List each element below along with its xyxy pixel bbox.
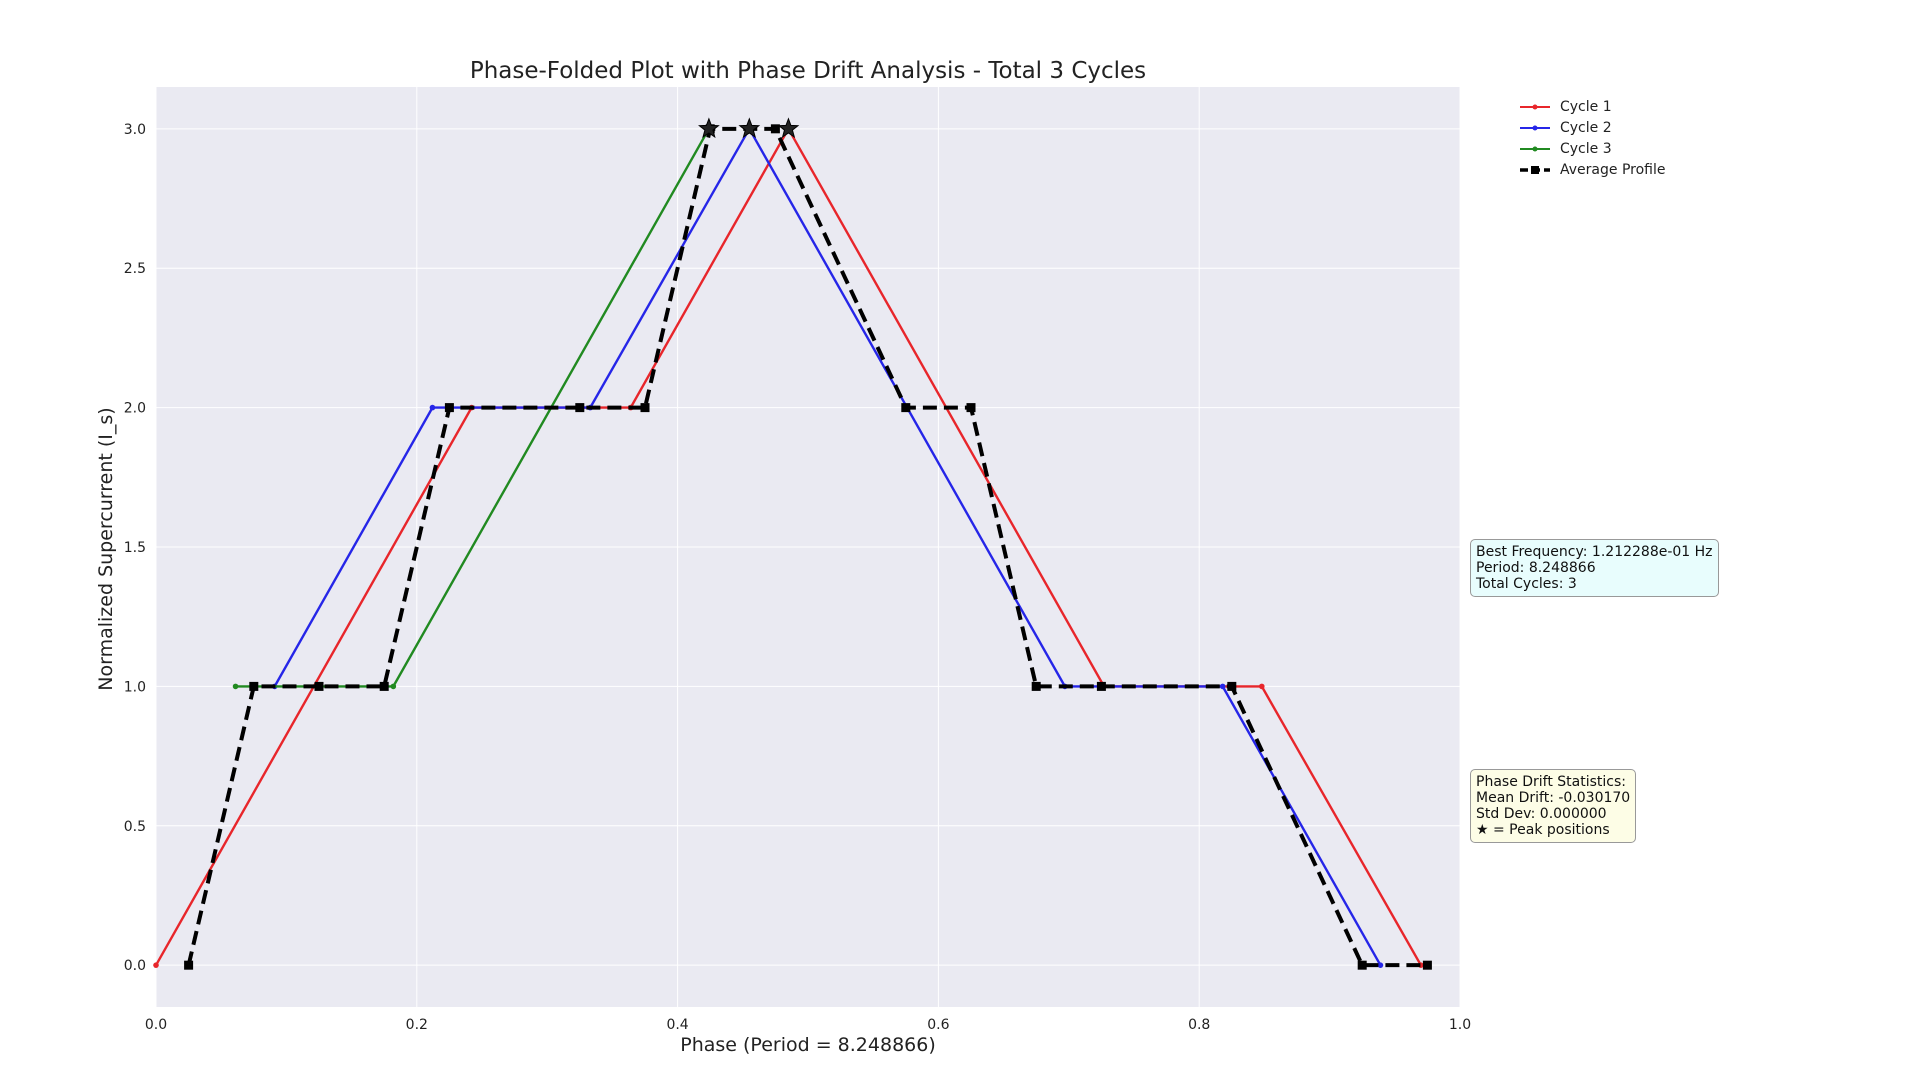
total-cycles-line: Total Cycles: 3: [1476, 576, 1577, 592]
peak-star-marker: [777, 117, 800, 139]
data-point: [390, 683, 397, 690]
data-point: [1219, 683, 1226, 690]
y-tick-label: 3.0: [124, 122, 146, 138]
peak-markers: [698, 117, 800, 139]
data-point: [184, 960, 194, 970]
x-tick-label: 0.8: [1188, 1017, 1210, 1033]
x-tick-label: 0.6: [927, 1017, 949, 1033]
chart-title: Phase-Folded Plot with Phase Drift Analy…: [470, 58, 1146, 84]
period-line: Period: 8.248866: [1476, 560, 1596, 576]
data-point: [1258, 683, 1265, 690]
data-point: [1422, 960, 1432, 970]
drift-title-line: Phase Drift Statistics:: [1476, 774, 1627, 790]
legend-label: Cycle 1: [1560, 98, 1612, 115]
data-point: [1227, 681, 1237, 691]
legend-label: Average Profile: [1560, 161, 1666, 178]
data-point: [232, 683, 239, 690]
data-point: [575, 403, 585, 413]
data-point: [429, 404, 436, 411]
y-tick-label: 0.5: [124, 819, 146, 835]
data-point: [314, 681, 324, 691]
x-axis-label: Phase (Period = 8.248866): [680, 1034, 936, 1056]
peak-star-marker: [738, 117, 761, 139]
legend: Cycle 1 Cycle 2 Cycle 3 Average Profile: [1520, 96, 1700, 180]
x-tick-label: 0.0: [145, 1017, 167, 1033]
y-axis-label: Normalized Supercurrent (I_s): [95, 407, 117, 690]
data-point: [1096, 681, 1106, 691]
mean-drift-line: Mean Drift: -0.030170: [1476, 790, 1631, 806]
data-point: [379, 681, 389, 691]
x-tick-label: 0.4: [666, 1017, 688, 1033]
legend-label: Cycle 2: [1560, 119, 1612, 136]
data-point: [153, 962, 159, 968]
data-point: [770, 124, 780, 134]
data-point: [444, 403, 454, 413]
y-tick-label: 1.5: [124, 540, 146, 556]
data-point: [901, 403, 911, 413]
legend-item: Cycle 2: [1520, 117, 1700, 138]
std-dev-line: Std Dev: 0.000000: [1476, 806, 1607, 822]
legend-swatch: [1520, 165, 1550, 174]
data-point: [1357, 960, 1367, 970]
y-tick-label: 2.0: [124, 401, 146, 417]
legend-swatch: [1520, 125, 1550, 130]
x-tick-label: 0.2: [406, 1017, 428, 1033]
x-tick-labels: 0.0 0.2 0.4 0.6 0.8 1.0: [145, 1017, 1471, 1033]
x-tick-label: 1.0: [1449, 1017, 1471, 1033]
data-point: [1377, 962, 1384, 968]
y-tick-label: 0.0: [124, 958, 146, 974]
y-tick-label: 2.5: [124, 261, 146, 277]
drift-stats-box: Phase Drift Statistics: Mean Drift: -0.0…: [1470, 769, 1637, 843]
legend-item: Cycle 3: [1520, 138, 1700, 159]
legend-swatch: [1520, 146, 1550, 151]
legend-item: Cycle 1: [1520, 96, 1700, 117]
legend-label: Cycle 3: [1560, 140, 1612, 157]
frequency-info-box: Best Frequency: 1.212288e-01 Hz Period: …: [1470, 539, 1719, 597]
peak-note-line: ★ = Peak positions: [1476, 822, 1610, 838]
series-line: [186, 126, 1428, 968]
y-tick-label: 1.0: [124, 679, 146, 695]
legend-swatch: [1520, 104, 1550, 109]
peak-star-marker: [698, 117, 720, 139]
data-point: [966, 403, 976, 413]
frequency-line: Best Frequency: 1.212288e-01 Hz: [1476, 544, 1713, 560]
legend-item: Average Profile: [1520, 159, 1700, 180]
y-tick-labels: 0.0 0.5 1.0 1.5 2.0 2.5 3.0: [124, 122, 146, 974]
data-point: [640, 403, 650, 413]
data-point: [249, 681, 259, 691]
data-point: [1031, 681, 1041, 691]
